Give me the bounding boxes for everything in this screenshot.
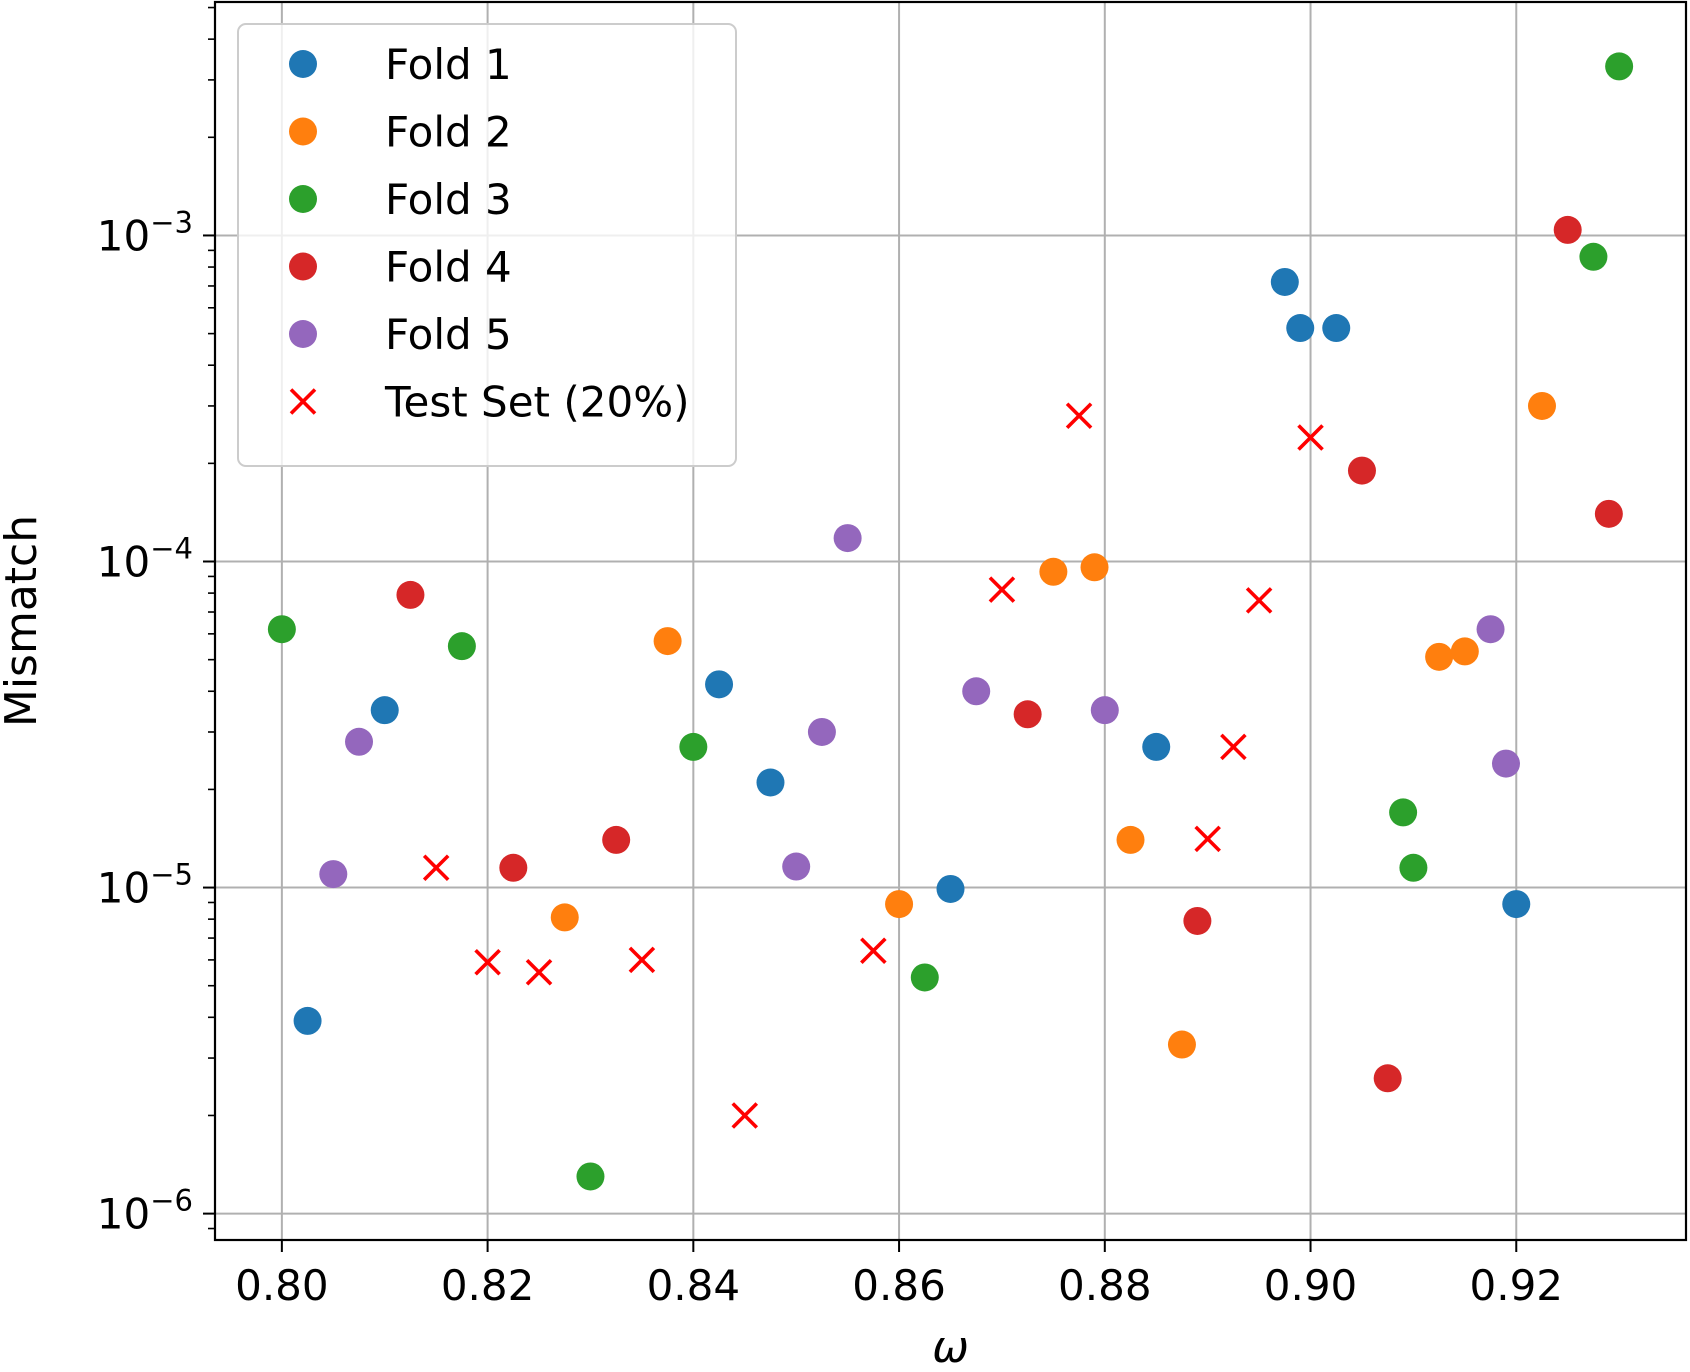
test-set-point (860, 937, 887, 965)
fold-point (576, 1162, 605, 1191)
x-tick-label: 0.80 (235, 1261, 329, 1310)
fold-point (1167, 1030, 1196, 1059)
fold-point (1142, 732, 1171, 761)
y-tick-exponent: −5 (150, 858, 193, 892)
fold-point (1116, 825, 1145, 854)
legend-marker (289, 185, 317, 213)
legend-marker (289, 117, 317, 146)
fold-point (1389, 798, 1418, 827)
x-tick-label: 0.86 (852, 1261, 946, 1310)
axis-ticks: 0.80 0.82 0.84 0.86 0.88 0.90 0.9210−610−510−4… (97, 6, 1564, 1310)
x-axis-title: ω (932, 1322, 969, 1372)
legend-label: Fold 2 (385, 108, 512, 157)
fold-point (1527, 391, 1556, 420)
legend-marker (289, 320, 317, 348)
fold-point (1373, 1064, 1402, 1093)
test-set-point (1194, 825, 1221, 853)
fold-point (1270, 267, 1299, 296)
x-tick-label: 0.92 (1470, 1261, 1564, 1310)
fold-point (962, 677, 991, 706)
fold-point (1450, 637, 1479, 666)
test-set-point (422, 854, 450, 882)
fold-point (370, 696, 399, 725)
fold-point (1347, 456, 1376, 485)
x-tick-label: 0.84 (647, 1261, 741, 1310)
y-tick-base: 10 (97, 211, 150, 260)
legend-label: Test Set (20%) (384, 378, 690, 427)
fold-point (550, 903, 579, 932)
fold-point (1579, 242, 1608, 271)
legend-label: Fold 1 (385, 40, 512, 89)
legend-label: Fold 4 (385, 243, 512, 292)
y-tick-exponent: −6 (150, 1184, 193, 1218)
fold-point (1425, 642, 1454, 671)
legend: Fold 1 Fold 2 Fold 3 Fold 4 Fold 5 Test Set (… (237, 23, 737, 467)
fold-point (756, 768, 785, 797)
fold-point (782, 852, 811, 881)
test-set-point (731, 1102, 759, 1129)
test-set-point (1220, 733, 1247, 761)
legend-marker (289, 252, 317, 281)
fold-point (807, 717, 836, 746)
test-set-point (1297, 424, 1324, 451)
y-tick-base: 10 (97, 538, 150, 587)
y-tick-base: 10 (97, 864, 150, 913)
fold-point (1605, 52, 1634, 81)
fold-point (319, 860, 348, 889)
y-tick-base: 10 (97, 1190, 150, 1239)
y-axis-title: Mismatch (0, 515, 47, 727)
fold-point (1399, 853, 1428, 882)
plot-frame (213, 0, 1688, 1242)
legend-marker (289, 50, 317, 78)
x-tick-label: 0.82 (441, 1261, 535, 1310)
legend-box (237, 23, 737, 467)
fold-point (833, 524, 862, 553)
y-tick-exponent: −3 (150, 205, 193, 239)
fold-point (447, 632, 476, 661)
y-tick-label: 10−4 (97, 532, 193, 587)
fold-point (1594, 499, 1623, 528)
fold-point (1090, 696, 1119, 725)
x-tick-label: 0.90 (1264, 1261, 1358, 1310)
fold-point (602, 825, 631, 854)
fold-point (1476, 615, 1505, 644)
fold-point (1502, 890, 1531, 919)
test-set-point (1065, 402, 1093, 429)
fold-point (1322, 314, 1351, 343)
fold-point (1553, 215, 1582, 244)
fold-point (936, 874, 965, 903)
fold-point (499, 853, 528, 882)
test-set-point (1245, 587, 1273, 614)
fold-point (885, 890, 914, 919)
legend-label: Fold 5 (385, 310, 512, 359)
fold-point (910, 963, 939, 992)
test-set-point (988, 576, 1016, 603)
fold-point (653, 627, 682, 656)
test-set-point (628, 946, 656, 974)
legend-marker (289, 388, 317, 415)
fold-point (267, 615, 296, 644)
fold-point (1286, 314, 1315, 343)
y-tick-label: 10−5 (97, 858, 193, 913)
fold-point (1491, 749, 1520, 778)
fold-point (705, 670, 734, 699)
fold-point (396, 580, 425, 609)
y-tick-label: 10−6 (97, 1184, 193, 1239)
fold-point (1039, 557, 1068, 586)
test-set-point (525, 958, 553, 986)
fold-point (345, 727, 374, 756)
legend-label: Fold 3 (385, 175, 512, 224)
fold-point (679, 732, 708, 761)
fold-point (1080, 553, 1109, 582)
fold-point (293, 1006, 322, 1035)
y-tick-label: 10−3 (97, 205, 193, 260)
data-points (267, 52, 1634, 1191)
fold-point (1013, 700, 1042, 729)
x-tick-label: 0.88 (1058, 1261, 1152, 1310)
test-set-point (474, 949, 501, 976)
y-tick-exponent: −4 (150, 532, 193, 566)
fold-point (1183, 906, 1212, 935)
